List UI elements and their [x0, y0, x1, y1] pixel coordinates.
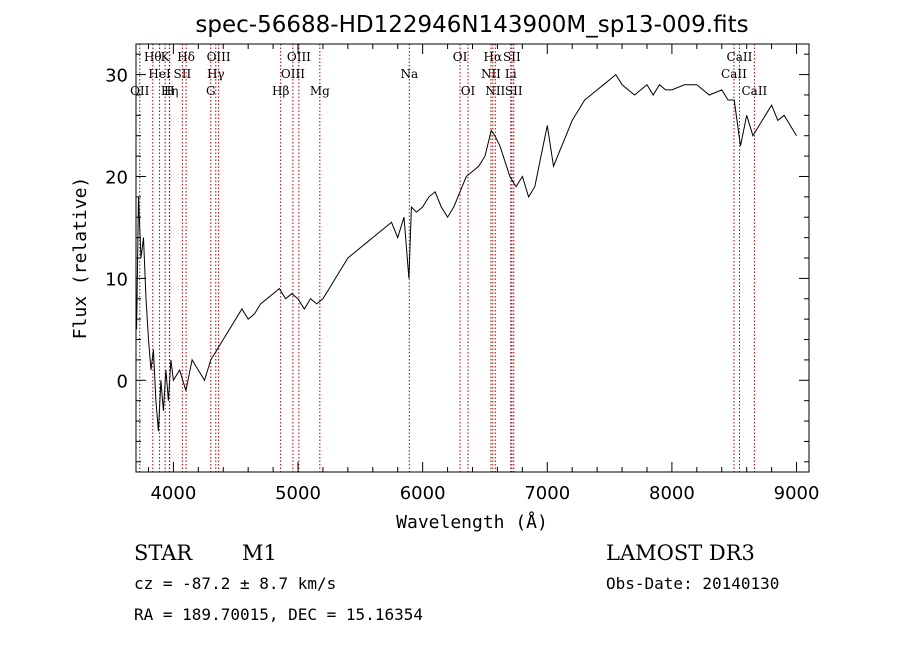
spectral-line-label: Hδ — [177, 50, 195, 64]
plot-frame — [135, 43, 810, 473]
spectral-line-label: SII — [503, 50, 521, 64]
x-tick-label: 9000 — [774, 483, 820, 504]
x-tick-label: 8000 — [649, 483, 695, 504]
x-tick-label: 6000 — [400, 483, 446, 504]
spectral-line-label: Na — [400, 67, 418, 81]
y-axis-label: Flux (relative) — [70, 177, 91, 340]
spectral-line-label: HeI — [148, 67, 171, 81]
chart-title: spec-56688-HD122946N143900M_sp13-009.fit… — [195, 12, 748, 38]
spectral-line-label: OIII — [281, 67, 305, 81]
observation-date: Obs-Date: 20140130 — [606, 574, 779, 593]
x-axis-label: Wavelength (Å) — [396, 511, 548, 533]
spectral-line-label: Hθ — [144, 50, 162, 64]
y-tick-label: 10 — [105, 269, 128, 290]
spectral-line-label: OIII — [207, 50, 231, 64]
x-tick-label: 4000 — [150, 483, 196, 504]
spectral-line-label: Hα — [484, 50, 503, 64]
spectral-line-label: CaII — [741, 84, 767, 98]
spectral-line-label: CaII — [727, 50, 753, 64]
spectral-line-label: Hβ — [272, 84, 289, 98]
spectral-line-label: NII — [485, 84, 505, 98]
spectrum-series-line — [136, 73, 797, 432]
y-tick-label: 20 — [105, 167, 128, 188]
x-tick-label: 7000 — [524, 483, 570, 504]
spectral-line-label: Li — [505, 67, 517, 81]
spectral-line-labels: OIIHθHeIHηKHSIIHδGHγOIIIHβOIIIOIIIMgNaOI… — [130, 50, 767, 98]
x-tick-label: 5000 — [275, 483, 321, 504]
coordinates: RA = 189.70015, DEC = 15.16354 — [134, 605, 423, 624]
spectral-line-label: H — [164, 84, 174, 98]
spectral-line-label: OIII — [287, 50, 311, 64]
spectral-line-label: G — [206, 84, 216, 98]
survey-name: LAMOST DR3 — [606, 541, 755, 565]
x-axis-ticks: 4000 5000 6000 7000 8000 9000 — [147, 44, 820, 504]
spectral-line-label: K — [161, 50, 171, 64]
y-tick-label: 30 — [105, 66, 128, 87]
y-tick-label: 0 — [117, 371, 128, 392]
object-class: STAR — [134, 541, 193, 565]
y-axis-ticks: 0 10 20 30 — [105, 53, 809, 463]
spectral-line-label: Hη — [161, 84, 179, 98]
spectral-line-label: Hγ — [207, 67, 225, 81]
spectral-line-label: OI — [461, 84, 476, 98]
spectral-line-label: OII — [130, 84, 150, 98]
spectral-line-label: NII — [481, 67, 501, 81]
spectral-line-markers — [139, 44, 755, 472]
object-subclass: M1 — [242, 541, 277, 565]
spectral-line-label: Mg — [310, 84, 330, 98]
spectral-line-label: OI — [453, 50, 468, 64]
spectral-line-label: CaII — [721, 67, 747, 81]
redshift-cz: cz = -87.2 ± 8.7 km/s — [134, 574, 336, 593]
spectral-line-label: SII — [505, 84, 523, 98]
spectral-line-label: SII — [174, 67, 192, 81]
